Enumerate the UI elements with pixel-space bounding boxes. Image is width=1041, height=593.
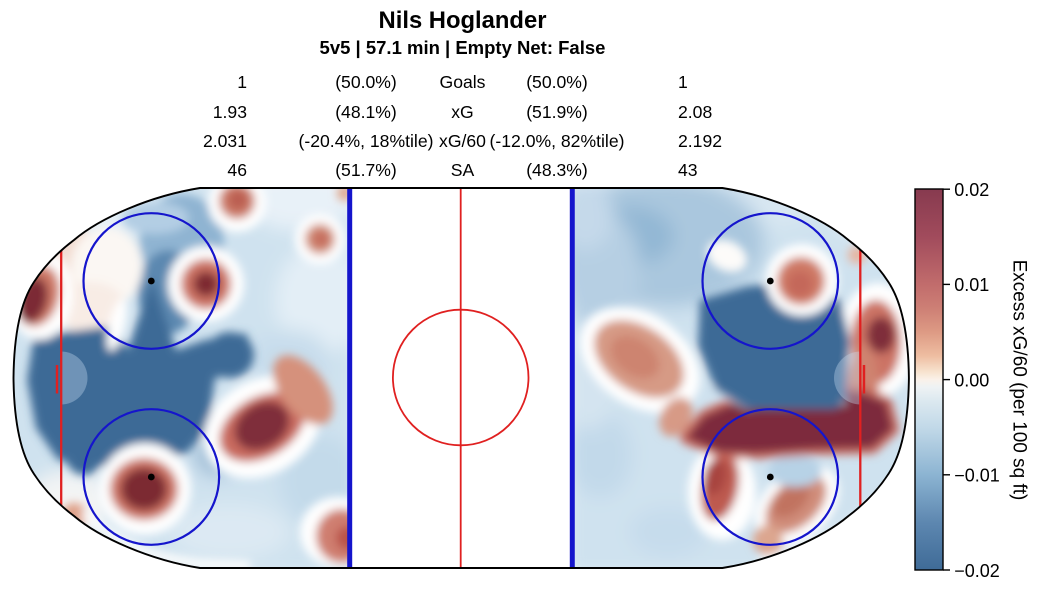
svg-text:0.01: 0.01 — [954, 275, 989, 295]
svg-text:Excess xG/60 (per 100 sq ft): Excess xG/60 (per 100 sq ft) — [1009, 260, 1030, 501]
svg-text:0.02: 0.02 — [954, 180, 989, 200]
svg-text:−0.01: −0.01 — [954, 466, 1000, 486]
svg-text:−0.02: −0.02 — [954, 561, 1000, 581]
svg-text:0.00: 0.00 — [954, 370, 989, 390]
